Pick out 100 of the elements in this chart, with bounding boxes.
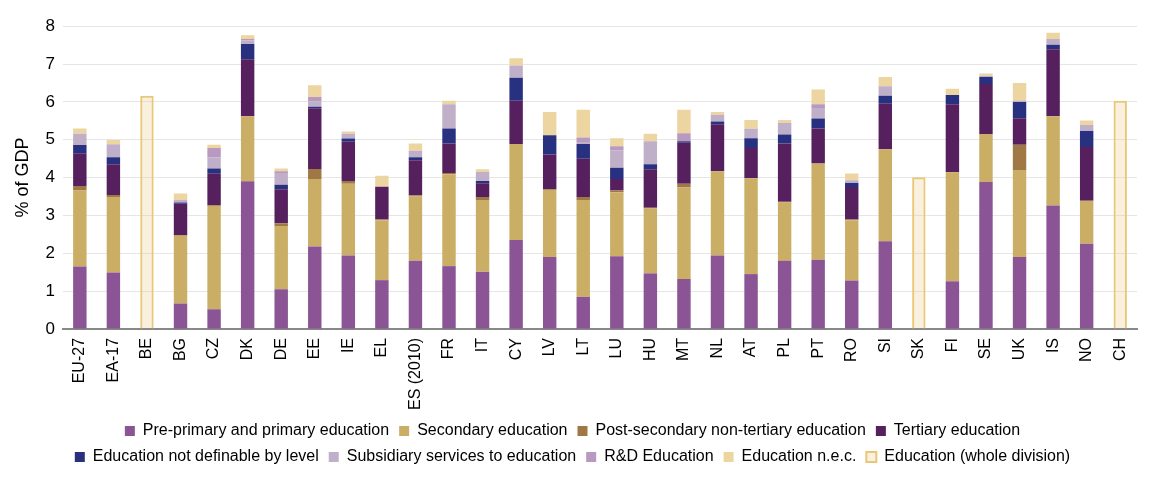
bar [106, 144, 121, 158]
bar [274, 223, 288, 227]
bar [408, 160, 423, 196]
bar [777, 120, 792, 123]
legend-label: Subsidiary services to education [346, 447, 577, 465]
legend-label: Education (whole division) [884, 447, 1071, 465]
bar [375, 186, 389, 220]
bar [475, 271, 490, 329]
bar [1079, 124, 1094, 132]
y-tick-label: 2 [45, 242, 56, 262]
bar [744, 148, 758, 179]
bar [542, 112, 557, 136]
bar [509, 143, 523, 241]
bar [677, 109, 691, 134]
bar [576, 158, 590, 197]
bar [979, 182, 993, 329]
bar [308, 246, 322, 329]
bar [106, 140, 121, 145]
bar [643, 169, 658, 208]
bar [945, 172, 960, 282]
legend-label: Post-secondary non-tertiary education [595, 421, 866, 439]
bar [542, 257, 557, 329]
x-tick-label: CY [506, 337, 524, 361]
bar [106, 272, 121, 329]
bar [207, 168, 221, 174]
bar [576, 143, 590, 159]
bar [475, 196, 490, 200]
bar [643, 164, 658, 170]
bar [308, 85, 322, 97]
x-tick-label: EA-17 [103, 337, 121, 383]
bar [408, 150, 423, 158]
bar [610, 146, 624, 151]
bar [1079, 120, 1094, 125]
bar [442, 104, 456, 129]
bar [106, 157, 121, 165]
bar [173, 235, 188, 304]
y-tick-label: 0 [45, 318, 56, 338]
bar [811, 128, 825, 164]
bar [979, 76, 993, 85]
bar [878, 76, 893, 87]
bar [173, 193, 188, 200]
bar [308, 108, 322, 169]
bar [1012, 170, 1027, 258]
bar [710, 255, 725, 329]
bar [744, 178, 758, 275]
bar [509, 240, 523, 329]
bar [73, 153, 87, 186]
bar [442, 174, 456, 267]
bar [979, 134, 993, 183]
bar [845, 182, 859, 188]
x-tick-label: PL [775, 337, 793, 358]
y-tick-label: 1 [45, 280, 56, 300]
bar [878, 241, 893, 329]
y-axis-title: % of GDP [11, 137, 32, 218]
bar [710, 114, 725, 122]
bar [610, 150, 624, 168]
x-tick-label: IT [472, 337, 490, 353]
x-tick-label: FR [439, 337, 457, 360]
x-tick-label: RO [842, 337, 860, 362]
bar [475, 171, 490, 181]
bar [375, 175, 389, 187]
bar [610, 256, 624, 329]
x-tick-label: NO [1077, 337, 1095, 362]
bar [710, 112, 725, 115]
x-tick-label: IE [338, 337, 356, 354]
bar [509, 100, 523, 144]
bar [1012, 144, 1027, 171]
bar [1079, 243, 1094, 329]
bar [811, 89, 825, 105]
x-tick-label: BE [137, 337, 155, 360]
x-tick-label: SK [909, 337, 927, 360]
bar [274, 184, 288, 190]
bar [308, 96, 322, 102]
bar [1079, 200, 1094, 244]
bar [274, 226, 288, 290]
bar [1046, 44, 1060, 50]
bar [710, 171, 725, 256]
bar [811, 163, 825, 260]
bar [677, 133, 691, 142]
bar [677, 142, 691, 184]
bar [475, 199, 490, 272]
bar [643, 273, 658, 329]
bar [341, 180, 356, 184]
bar [610, 167, 624, 180]
y-tick-label: 5 [45, 129, 56, 149]
bar [341, 183, 356, 256]
bar [945, 281, 960, 329]
bar [341, 141, 356, 181]
bar [207, 173, 221, 206]
bar [811, 107, 825, 119]
bar [878, 95, 893, 104]
bar [1012, 118, 1027, 145]
legend-label: Tertiary education [893, 421, 1021, 439]
bar [677, 279, 691, 329]
bar [1012, 101, 1027, 119]
bar [341, 131, 356, 134]
bar [542, 190, 557, 258]
bar [576, 137, 590, 143]
bar [240, 43, 255, 60]
bar [73, 185, 87, 191]
